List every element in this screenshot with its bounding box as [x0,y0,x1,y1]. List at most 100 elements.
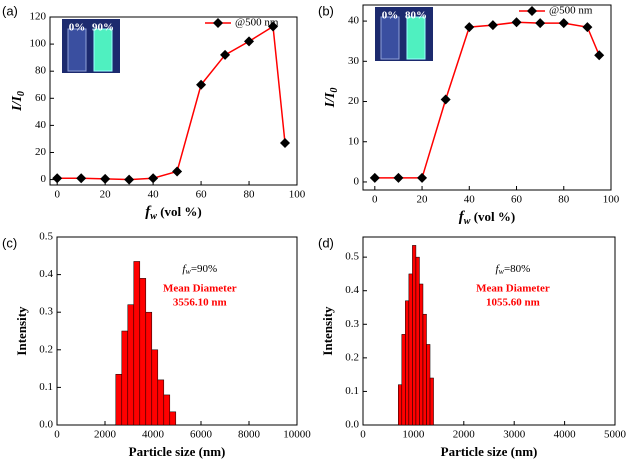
panel-label: (a) [2,3,18,18]
bar [408,273,413,426]
bar [121,330,129,426]
y-tick-label: 100 [30,38,47,50]
bar [401,334,406,426]
bar [163,394,171,426]
x-tick-label: 6000 [190,429,213,441]
x-tick-label: 1000 [402,429,425,441]
panel-label: (c) [2,235,17,250]
marker [511,17,522,28]
y-tick-label: 40 [35,119,47,131]
y-tick-label: 0 [41,173,47,185]
y-tick-label: 0 [354,175,360,187]
bar [398,384,403,426]
x-tick-label: 20 [100,189,112,201]
bar [405,300,410,426]
marker [417,172,428,183]
x-tick-label: 0 [54,429,60,441]
y-tick-label: 20 [348,95,360,107]
marker [535,18,546,29]
legend-label: @500 nm [235,17,279,29]
y-tick-label: 120 [30,11,47,23]
y-tick-label: 0.0 [39,419,53,431]
marker [393,172,404,183]
panel-label: (d) [318,235,334,250]
x-label-part: f [459,209,466,225]
x-label-part: (vol %) [470,209,515,224]
y-label-sub: 0 [16,91,27,96]
marker [487,20,498,31]
x-label-sub: w [150,211,157,222]
plot-frame [362,236,616,426]
y-label-part: I/I [10,96,25,112]
x-tick-label: 100 [603,194,620,206]
fw-sub: w [185,267,191,276]
marker [582,22,593,33]
vial [406,16,426,60]
y-label-sub: 0 [329,88,340,93]
vial [93,28,113,72]
x-tick-label: 10000 [283,429,311,441]
x-tick-label: 0 [372,194,378,206]
marker [268,21,279,32]
legend-marker [527,6,537,16]
x-tick-label: 80 [558,194,570,206]
bar [115,373,123,426]
y-axis-label: Intensity [320,306,335,356]
x-tick-label: 60 [511,194,523,206]
y-tick-label: 0.2 [39,343,53,355]
fw-part: =90% [191,263,217,275]
bar [145,311,153,426]
fw-part: f [182,263,187,275]
x-label-part: (vol %) [157,204,202,219]
y-tick-label: 0.5 [345,251,359,263]
marker [594,50,605,61]
annotation-fw: fw=90% [182,263,217,276]
marker [196,79,207,90]
x-tick-label: 0 [360,429,366,441]
bar [422,313,427,426]
bar [169,411,177,426]
fw-part: =80% [504,263,530,275]
marker [280,138,291,148]
y-tick-label: 0.1 [345,385,359,397]
bar [133,261,141,426]
x-tick-label: 20 [417,194,429,206]
x-tick-label: 3000 [503,429,526,441]
fw-part: f [496,263,501,275]
inset-label: 90% [92,22,114,34]
x-tick-label: 40 [464,194,476,206]
marker [464,22,475,33]
x-tick-label: 5000 [604,429,627,441]
x-tick-label: 4000 [554,429,577,441]
vial [67,28,87,72]
plot-frame [56,236,298,426]
panel-label: (b) [318,3,334,18]
vial [380,16,400,60]
annotation-mean-value: 1055.60 nm [486,297,540,309]
bar [426,344,431,426]
inset-label: 80% [405,10,427,22]
inset-label: 0% [382,10,399,22]
inset-label: 0% [69,22,86,34]
y-tick-label: 0.1 [39,381,53,393]
marker [124,174,135,185]
y-tick-label: 0.2 [345,351,359,363]
y-tick-label: 80 [35,65,47,77]
y-tick-label: 0.5 [39,231,53,243]
y-tick-label: 30 [348,55,360,67]
bar [415,256,420,426]
x-tick-label: 80 [244,189,256,201]
annotation-mean: Mean Diameter [476,283,550,295]
x-tick-label: 40 [148,189,160,201]
bar [139,278,147,426]
y-tick-label: 20 [35,146,47,158]
marker [244,36,255,47]
y-axis-label: I/I0 [10,91,27,112]
annotation-mean-value: 3556.10 nm [173,297,227,309]
x-tick-label: 0 [54,189,60,201]
annotation-fw: fw=80% [496,263,531,276]
y-label-part: I/I [323,92,338,108]
marker [52,173,63,184]
marker [172,166,183,177]
